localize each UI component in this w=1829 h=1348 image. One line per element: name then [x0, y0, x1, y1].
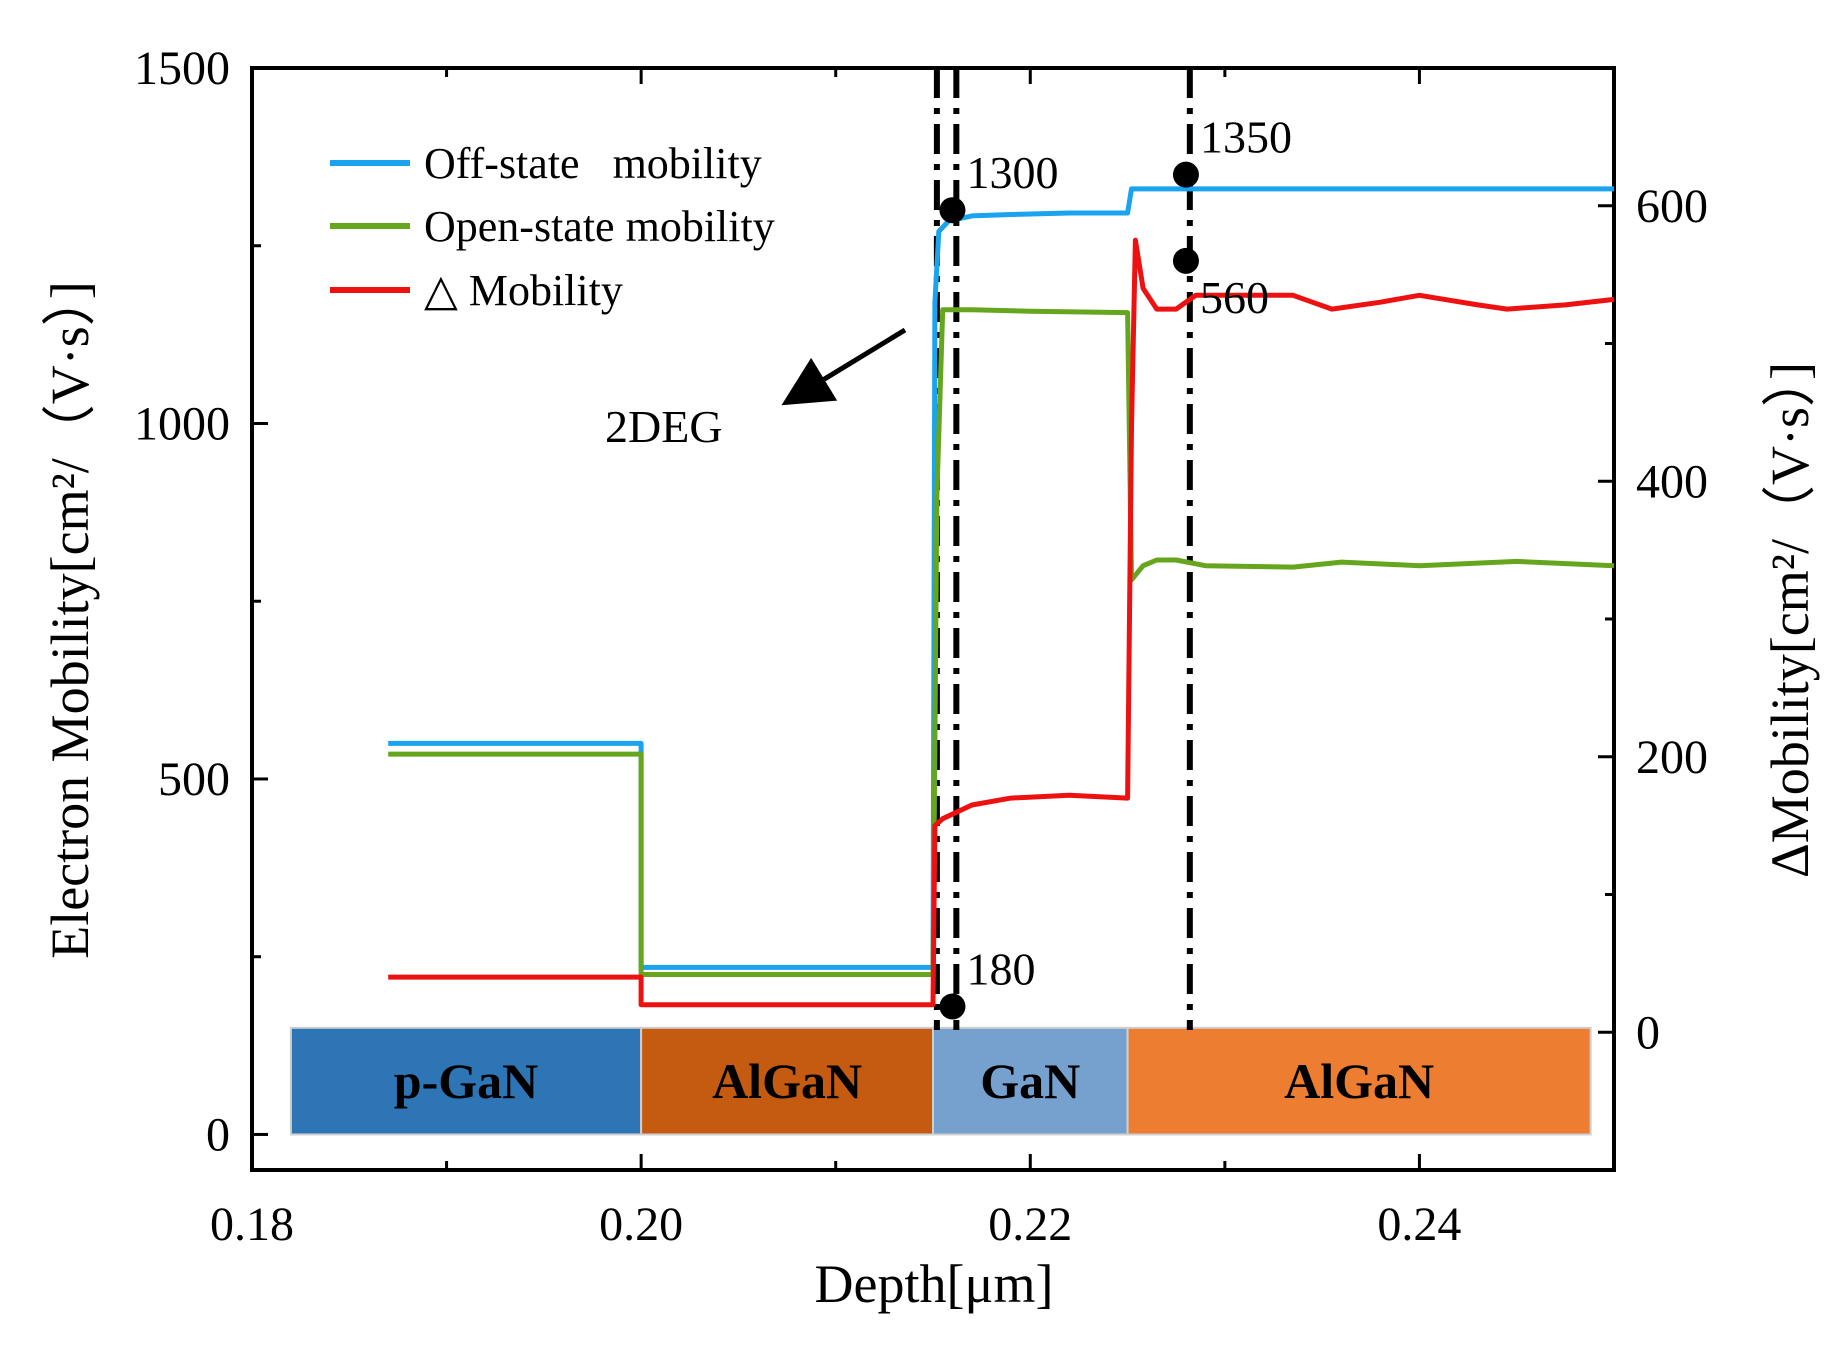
- marker-point-2: [939, 993, 966, 1020]
- axis-ticks: [250, 66, 1616, 1170]
- marker-point-1: [1172, 161, 1199, 188]
- annotation-2deg: 2DEG: [605, 327, 907, 452]
- y-axis-title-right: ΔMobility[cm²/（V·s）]: [1760, 362, 1820, 878]
- x-tick-label-1: 0.20: [599, 1198, 683, 1251]
- layer-label-1: AlGaN: [712, 1053, 862, 1109]
- marker-point-3: [1172, 247, 1199, 274]
- layer-label-0: p-GaN: [394, 1053, 538, 1109]
- series-line-1: [388, 307, 1615, 977]
- layer-block-0: [289, 1026, 643, 1136]
- x-tick-label-2: 0.22: [988, 1198, 1072, 1251]
- marker-point-0: [939, 197, 966, 224]
- layer-label-2: GaN: [980, 1053, 1080, 1109]
- x-tick-label-0: 0.18: [210, 1198, 294, 1251]
- marker-group: 1300 1350 180 560: [939, 112, 1292, 1020]
- annotation-label: 2DEG: [605, 401, 723, 452]
- y-left-tick-label-1: 500: [158, 753, 230, 806]
- layer-band: p-GaN AlGaN GaN AlGaN: [289, 1026, 1592, 1136]
- layer-block-1: [640, 1026, 935, 1136]
- y-right-tick-label-1: 200: [1636, 731, 1708, 784]
- y-left-tick-label-2: 1000: [134, 397, 230, 450]
- y-axis-title-left: Electron Mobility[cm²/（V·s）]: [40, 281, 100, 959]
- y-right-tick-label-0: 0: [1636, 1006, 1660, 1059]
- layer-block-3: [1126, 1026, 1592, 1136]
- legend: Off-state mobility Open-state mobility △…: [330, 139, 775, 315]
- y-right-tick-label-2: 400: [1636, 455, 1708, 508]
- annotation-arrow: [781, 327, 907, 406]
- layer-label-3: AlGaN: [1284, 1053, 1434, 1109]
- marker-label-1: 1350: [1200, 112, 1292, 163]
- marker-label-3: 560: [1200, 272, 1269, 323]
- legend-label-open-state: Open-state mobility: [424, 202, 775, 251]
- marker-label-2: 180: [966, 943, 1035, 994]
- legend-label-off-state: Off-state mobility: [424, 139, 762, 188]
- x-axis-title: Depth[μm]: [815, 1254, 1054, 1314]
- marker-label-0: 1300: [966, 147, 1058, 198]
- y-right-tick-label-3: 600: [1636, 180, 1708, 233]
- y-left-tick-label-3: 1500: [134, 42, 230, 95]
- legend-label-delta: △ Mobility: [424, 266, 623, 315]
- tick-labels: 0.18 0.20 0.22 0.24 0 500 1000 1500 0 200 400 600: [134, 42, 1708, 1251]
- series-line-2: [388, 237, 1615, 1008]
- y-left-tick-label-0: 0: [206, 1108, 230, 1161]
- layer-block-2: [932, 1026, 1129, 1136]
- x-tick-label-3: 0.24: [1377, 1198, 1461, 1251]
